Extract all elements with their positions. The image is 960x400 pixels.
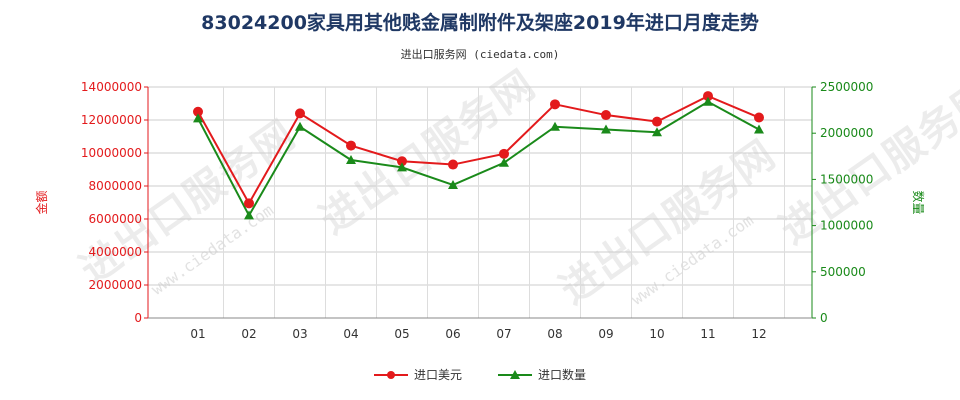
x-tick-label: 12 xyxy=(751,327,766,341)
data-point-import-usd[interactable] xyxy=(652,116,662,127)
x-tick-label: 04 xyxy=(343,327,358,341)
data-point-import-usd[interactable] xyxy=(397,156,407,167)
data-point-import-qty[interactable] xyxy=(397,162,407,172)
right-axis-title: 数量 xyxy=(911,190,926,214)
right-tick-label: 0 xyxy=(820,311,828,325)
right-tick-label: 2000000 xyxy=(820,126,873,140)
data-point-import-qty[interactable] xyxy=(703,96,713,106)
x-tick-label: 11 xyxy=(700,327,715,341)
right-tick-label: 500000 xyxy=(820,265,866,279)
chart-svg: 0200000040000006000000800000010000000120… xyxy=(34,80,926,341)
data-point-import-qty[interactable] xyxy=(346,154,356,164)
data-point-import-qty[interactable] xyxy=(193,113,203,123)
data-point-import-usd[interactable] xyxy=(448,159,458,170)
legend: 进口美元 进口数量 xyxy=(0,366,960,383)
x-tick-label: 01 xyxy=(190,327,205,341)
series-line-import-qty xyxy=(197,100,760,218)
left-tick-label: 12000000 xyxy=(81,113,142,127)
right-tick-label: 1500000 xyxy=(820,172,873,186)
x-tick-label: 02 xyxy=(241,327,256,341)
legend-label: 进口数量 xyxy=(538,368,587,382)
right-tick-label: 1000000 xyxy=(820,219,873,233)
left-tick-label: 4000000 xyxy=(89,245,142,259)
data-point-import-usd[interactable] xyxy=(601,110,611,121)
left-tick-label: 10000000 xyxy=(81,146,142,160)
data-point-import-qty[interactable] xyxy=(652,127,662,137)
x-tick-label: 06 xyxy=(445,327,460,341)
chart-subtitle: 进出口服务网 (ciedata.com) xyxy=(400,48,560,61)
left-tick-label: 2000000 xyxy=(89,278,142,292)
legend-label: 进口美元 xyxy=(413,368,462,382)
data-point-import-usd[interactable] xyxy=(244,198,254,209)
data-point-import-qty[interactable] xyxy=(499,157,509,167)
legend-item-import-qty[interactable]: 进口数量 xyxy=(498,366,586,383)
x-tick-label: 03 xyxy=(292,327,307,341)
data-point-import-qty[interactable] xyxy=(244,210,254,220)
data-point-import-usd[interactable] xyxy=(499,148,509,159)
data-point-import-usd[interactable] xyxy=(754,112,764,123)
left-tick-label: 6000000 xyxy=(89,212,142,226)
data-point-import-usd[interactable] xyxy=(550,99,560,110)
data-point-import-qty[interactable] xyxy=(754,124,764,134)
data-point-import-usd[interactable] xyxy=(346,140,356,151)
left-tick-label: 8000000 xyxy=(89,179,142,193)
left-tick-label: 14000000 xyxy=(81,80,142,94)
data-point-import-qty[interactable] xyxy=(550,121,560,131)
data-point-import-usd[interactable] xyxy=(703,91,713,102)
left-axis-title: 金额 xyxy=(34,190,49,214)
legend-swatch-red xyxy=(373,370,408,379)
data-point-import-usd[interactable] xyxy=(193,106,203,117)
data-point-import-qty[interactable] xyxy=(448,179,458,189)
x-tick-label: 05 xyxy=(394,327,409,341)
chart-title: 83024200家具用其他贱金属制附件及架座2019年进口月度走势 xyxy=(201,12,759,34)
x-tick-label: 07 xyxy=(496,327,511,341)
right-tick-label: 2500000 xyxy=(820,80,873,94)
data-point-import-usd[interactable] xyxy=(295,108,305,119)
legend-item-import-usd[interactable]: 进口美元 xyxy=(373,366,462,383)
series-line-import-usd xyxy=(197,94,760,206)
x-tick-label: 08 xyxy=(547,327,562,341)
x-tick-label: 09 xyxy=(598,327,613,341)
data-point-import-qty[interactable] xyxy=(601,124,611,134)
legend-swatch-green xyxy=(498,369,532,379)
data-point-import-qty[interactable] xyxy=(295,121,305,131)
left-tick-label: 0 xyxy=(134,311,142,325)
x-tick-label: 10 xyxy=(649,327,664,341)
